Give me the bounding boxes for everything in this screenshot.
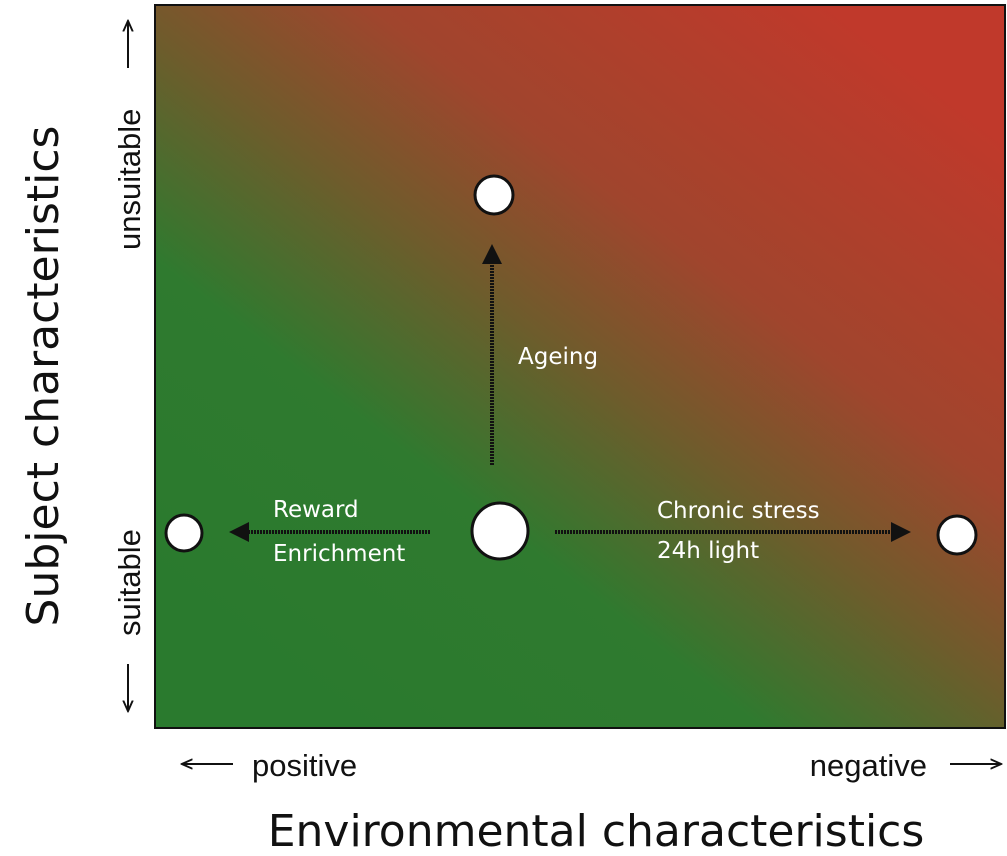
stress-node bbox=[936, 514, 978, 556]
x-high-label: negative bbox=[810, 748, 927, 783]
enrichment-label: Enrichment bbox=[273, 541, 405, 567]
gradient-field bbox=[154, 4, 1006, 729]
x-low-label: positive bbox=[252, 748, 357, 783]
y-high-label: unsuitable bbox=[112, 109, 147, 250]
ageing-node bbox=[473, 174, 515, 216]
chronic-stress-label: Chronic stress bbox=[657, 498, 820, 524]
y-low-label: suitable bbox=[112, 529, 147, 636]
x-axis-title: Environmental characteristics bbox=[268, 806, 925, 856]
center-node bbox=[470, 501, 530, 561]
ageing-label: Ageing bbox=[518, 344, 598, 370]
reward-label: Reward bbox=[273, 497, 359, 523]
reward-node bbox=[164, 513, 204, 553]
light-label: 24h light bbox=[657, 538, 759, 564]
y-axis-title: Subject characteristics bbox=[18, 126, 69, 627]
